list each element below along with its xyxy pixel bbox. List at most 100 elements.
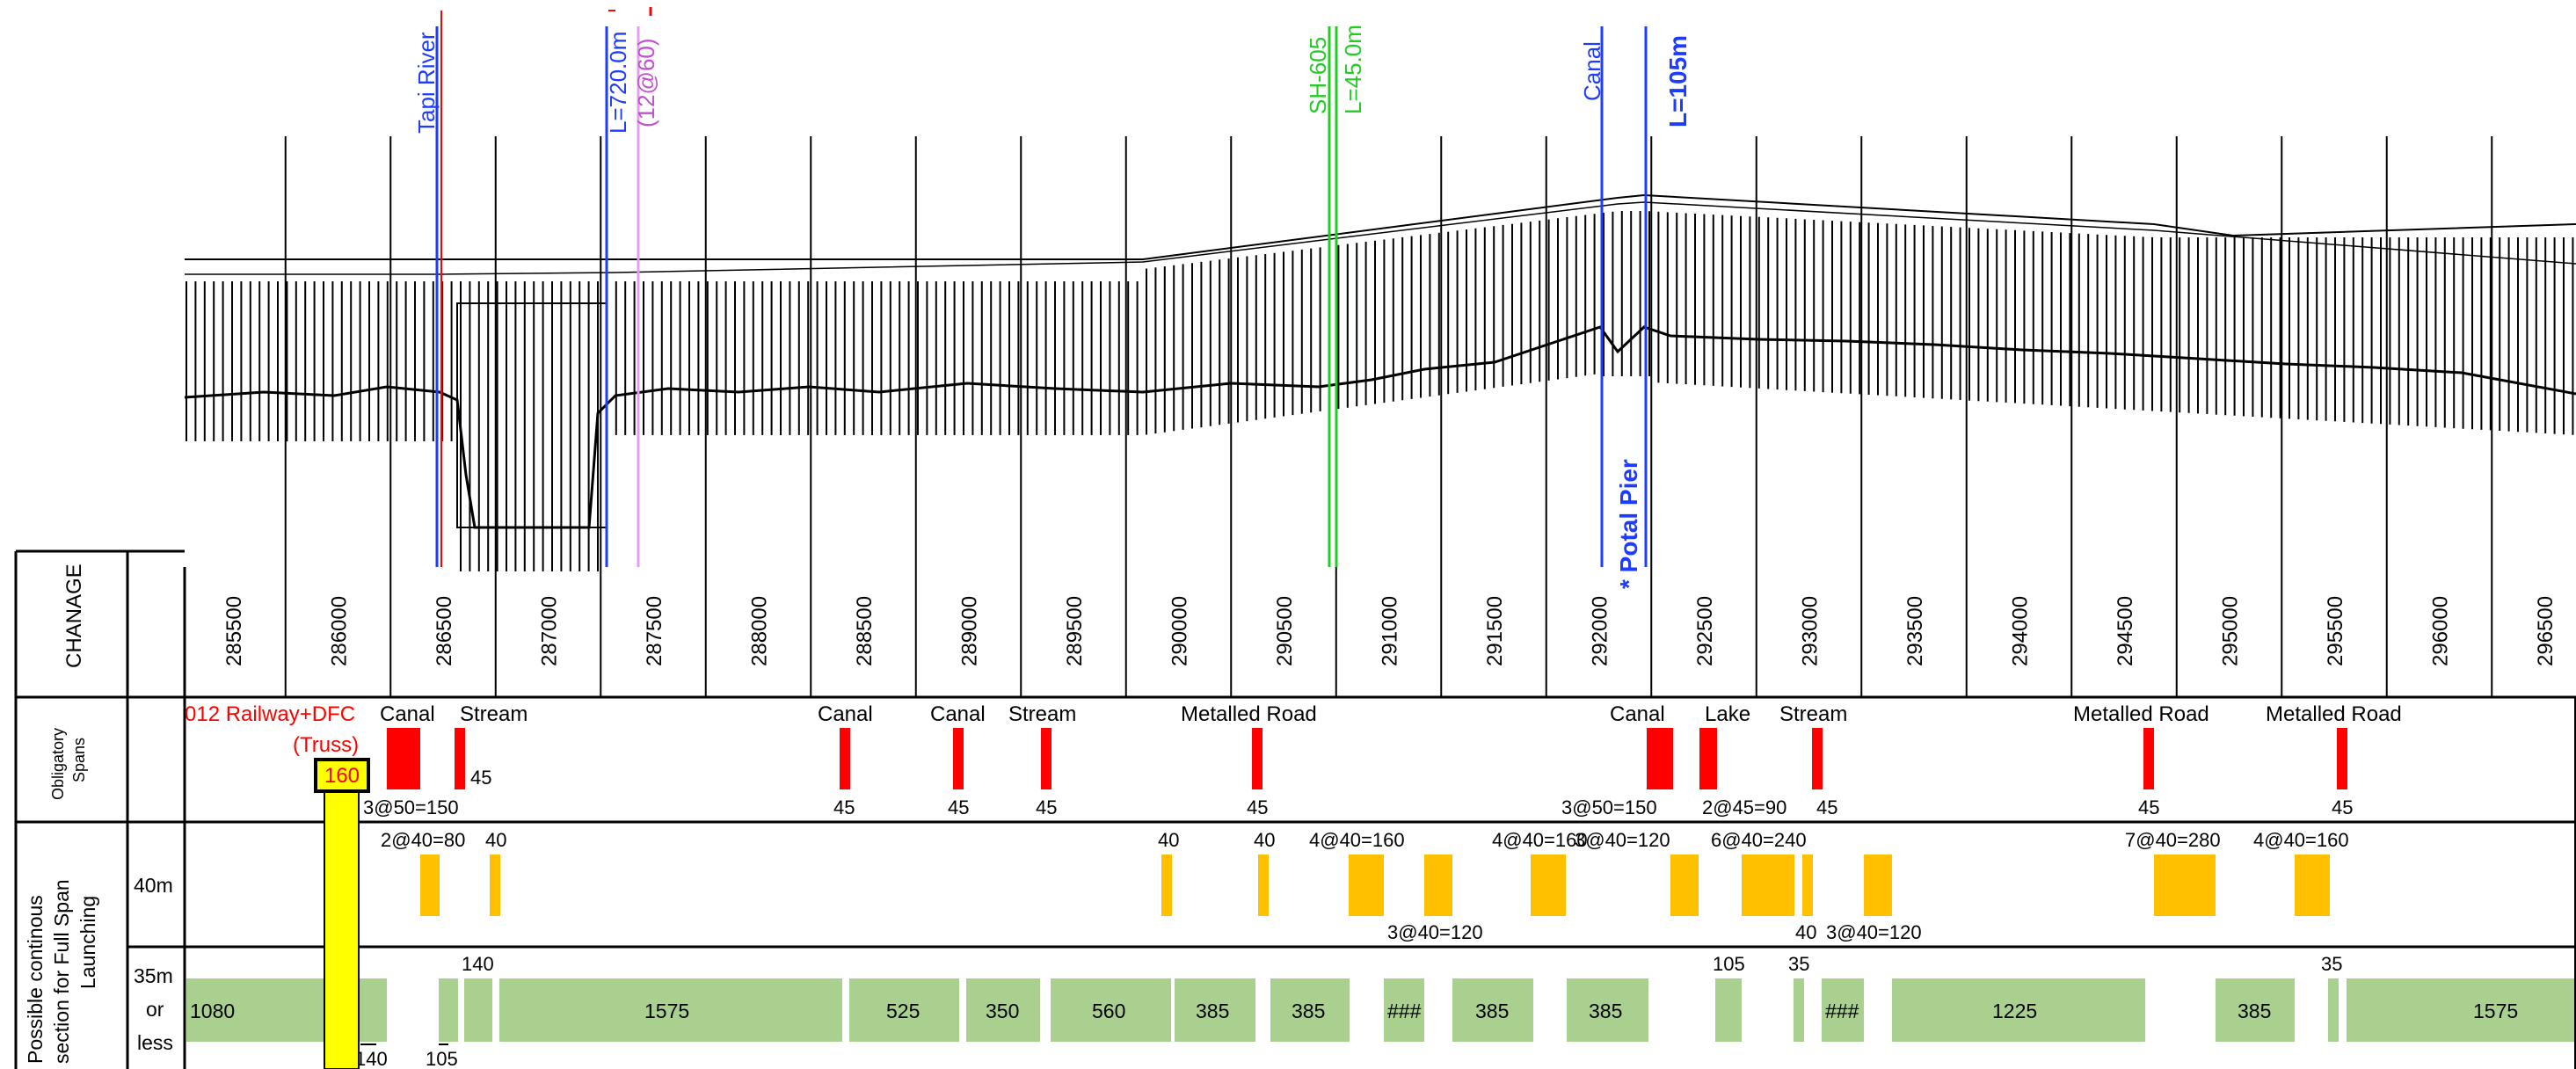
- span40-label: 4@40=160: [2253, 829, 2349, 851]
- span40-label: 40: [1795, 921, 1816, 943]
- span35-bar: [1892, 978, 2145, 1042]
- span35-label: 1575: [2473, 1000, 2518, 1022]
- span35-label: 1225: [1992, 1000, 2037, 1022]
- span35-bar: [849, 978, 959, 1042]
- span35-bar: [1384, 978, 1424, 1042]
- truss-value: 160: [324, 764, 360, 788]
- obligatory-value: 3@50=150: [363, 796, 459, 818]
- chainage-tick-label: 295500: [2324, 596, 2347, 666]
- annotation-l45: L=45.0m: [1340, 25, 1366, 114]
- obligatory-name: Canal: [818, 702, 873, 726]
- span35-bar: [1822, 978, 1864, 1042]
- obligatory-bar: [840, 728, 850, 789]
- span40-bar: [1531, 854, 1566, 916]
- span35-bar: [439, 978, 458, 1042]
- obligatory-name: Stream: [1008, 702, 1076, 726]
- span40-bar: [1864, 854, 1892, 916]
- obligatory-value: 45: [833, 796, 855, 818]
- profile-grid-lines: [284, 136, 2493, 567]
- chainage-tick-label: 296500: [2534, 596, 2558, 666]
- chainage-tick-label: 291000: [1379, 596, 1402, 666]
- obligatory-name: Lake: [1705, 702, 1750, 726]
- obligatory-spans-row: Obligatory Spans 012 Railway+DFC (Truss)…: [49, 702, 2402, 818]
- chainage-tick-label: 288500: [853, 596, 877, 666]
- obligatory-value: 45: [1247, 796, 1268, 818]
- span35-label: ###: [1387, 1000, 1422, 1022]
- obligatory-value: 45: [2138, 796, 2159, 818]
- row-35m-label-line3: less: [137, 1031, 173, 1054]
- span35-bar: [966, 978, 1040, 1042]
- span40-label: 2@40=80: [381, 829, 465, 851]
- chainage-tick-label: 286500: [433, 596, 456, 666]
- chainage-tick-label: 287500: [643, 596, 666, 666]
- span35-bar: [1794, 978, 1804, 1042]
- obligatory-value: 45: [470, 767, 491, 789]
- span35-label: 140: [462, 953, 494, 975]
- span35-bar: [1715, 978, 1742, 1042]
- longitudinal-profile: [184, 193, 2576, 571]
- crossing-label: 012 Railway+DFC: [185, 702, 355, 726]
- obligatory-value: 45: [1816, 796, 1837, 818]
- obligatory-bar: [455, 728, 465, 789]
- span35-label: 105: [426, 1048, 458, 1069]
- obligatory-name: Canal: [380, 702, 435, 726]
- span40-bar: [2295, 854, 2330, 916]
- span35-label: 35: [1788, 953, 1809, 975]
- obligatory-bar: [2337, 728, 2347, 789]
- span35-bar: [464, 978, 492, 1042]
- continuous-label-line2: section for Full Span: [50, 879, 73, 1064]
- chainage-tick-label: 293000: [1799, 596, 1823, 666]
- span40-bar: [1161, 854, 1172, 916]
- span35-label: 385: [2238, 1000, 2271, 1022]
- span35-label: 105: [1713, 953, 1745, 975]
- span35-label: ###: [1825, 1000, 1859, 1022]
- span35-bar: [1270, 978, 1350, 1042]
- chainage-tick-label: 291500: [1483, 596, 1507, 666]
- obligatory-value: 3@50=150: [1561, 796, 1657, 818]
- obligatory-value: 2@45=90: [1702, 796, 1786, 818]
- obligatory-bar: [1252, 728, 1263, 789]
- span40-label: 4@40=160: [1492, 829, 1588, 851]
- span40-bar: [1802, 854, 1813, 916]
- span35-label: 385: [1589, 1000, 1622, 1022]
- continuous-label-line1: Possible continous: [24, 895, 47, 1064]
- feature-lines: [435, 7, 1648, 567]
- span40-bar: [1742, 854, 1794, 916]
- chainage-tick-label: 294000: [2009, 596, 2033, 666]
- obligatory-bar: [387, 728, 420, 789]
- truss-box: [314, 758, 370, 793]
- formation-level-line: [185, 193, 2576, 260]
- obligatory-bar: [1812, 728, 1823, 789]
- annotation-potal-pier: * Potal Pier: [1615, 459, 1642, 589]
- row-35m-label-line1: 35m: [134, 964, 173, 987]
- span40-label: 40: [1158, 829, 1179, 851]
- span35-bar: [2347, 978, 2576, 1042]
- chainage-tick-label: 292500: [1693, 596, 1717, 666]
- obligatory-name: Canal: [930, 702, 986, 726]
- span40-bar: [1258, 854, 1269, 916]
- span35-label: 140: [355, 1048, 388, 1069]
- span35-label: 525: [886, 1000, 920, 1022]
- chainage-tick-label: 289000: [958, 596, 982, 666]
- span35-bar: [1452, 978, 1533, 1042]
- span40-label: 3@40=120: [1575, 829, 1670, 851]
- chainage-tick-label: 293500: [1903, 596, 1927, 666]
- span40-label: 7@40=280: [2125, 829, 2221, 851]
- annotation-l720: L=720.0m: [605, 32, 631, 134]
- obligatory-name: Metalled Road: [2073, 702, 2209, 726]
- span40-label: 40: [485, 829, 506, 851]
- chainage-tick-label: 288000: [748, 596, 772, 666]
- span40-label: 3@40=120: [1387, 921, 1483, 943]
- table-frame: [14, 549, 2576, 1069]
- span40-bar: [490, 854, 500, 916]
- span40-label: 4@40=160: [1309, 829, 1405, 851]
- chainage-tick-label: 292000: [1589, 596, 1612, 666]
- span35-label: 35: [2321, 953, 2342, 975]
- obligatory-value: 45: [948, 796, 969, 818]
- obligatory-bar: [953, 728, 964, 789]
- row-35m-label-line2: or: [146, 998, 164, 1021]
- span35-label: 560: [1092, 1000, 1125, 1022]
- continuous-section: Possible continous section for Full Span…: [24, 829, 2576, 1069]
- span40-bar: [420, 854, 440, 916]
- obligatory-bar: [1699, 728, 1717, 789]
